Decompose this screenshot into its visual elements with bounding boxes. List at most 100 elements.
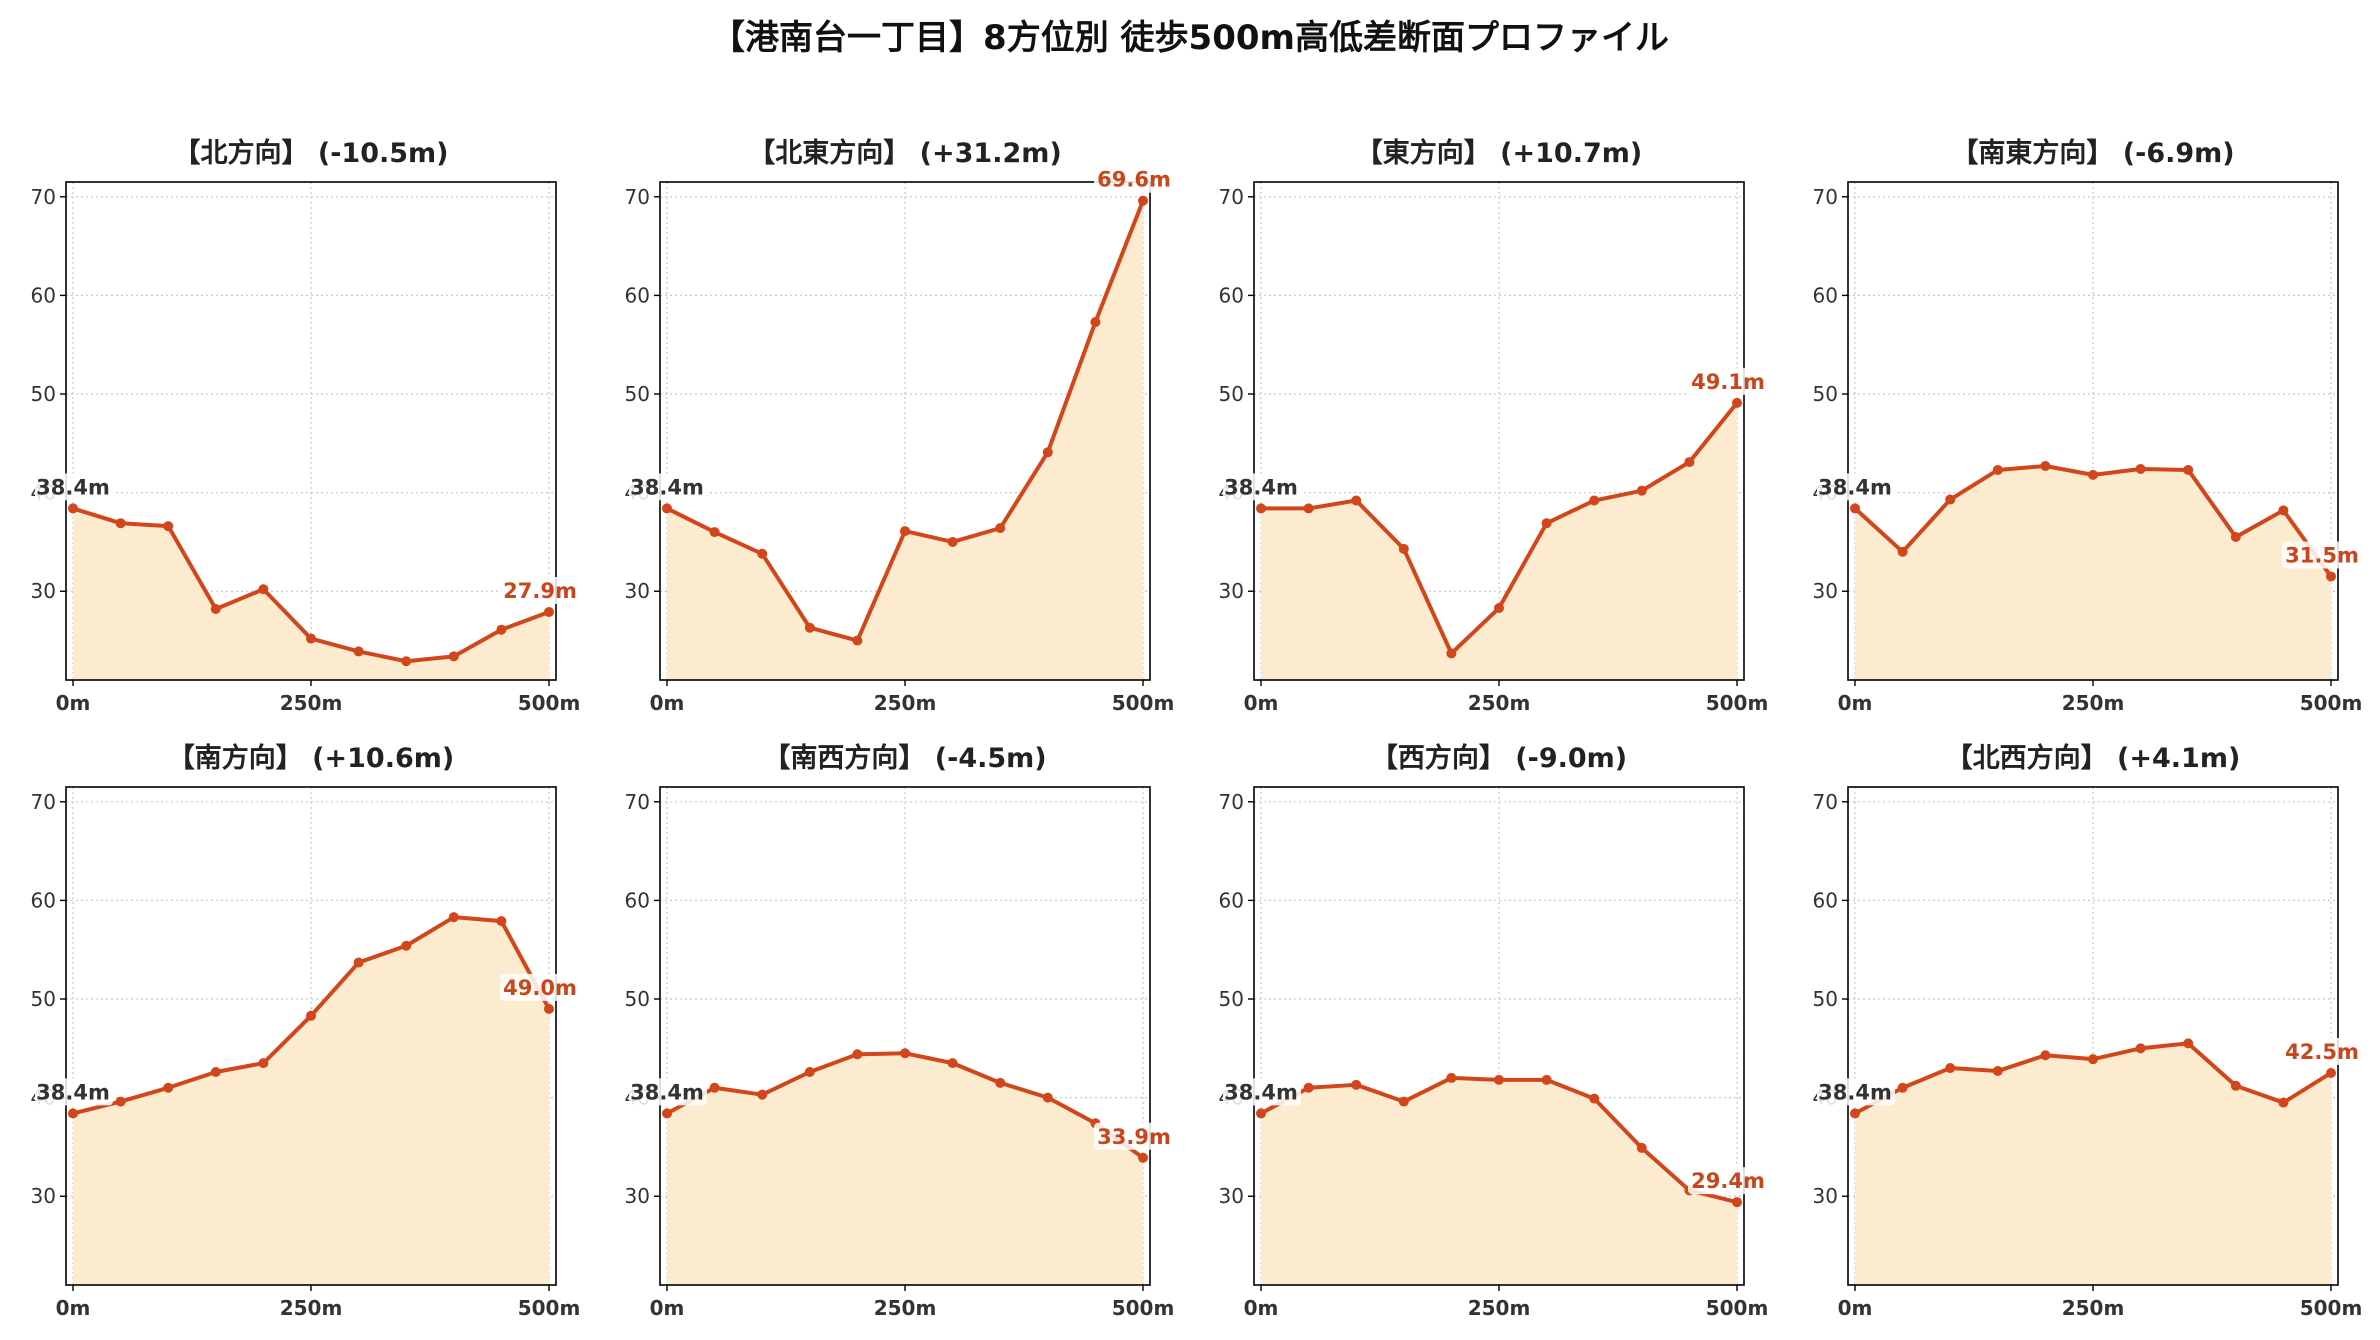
data-point xyxy=(1636,485,1647,496)
data-point xyxy=(2088,469,2098,480)
elevation-area xyxy=(1855,466,2331,680)
data-point xyxy=(995,1077,1006,1088)
data-point xyxy=(1398,1096,1409,1107)
y-tick-label: 60 xyxy=(1813,888,1838,912)
data-point xyxy=(496,624,507,635)
subplot-title: 【東方向】 (+10.7m) xyxy=(1356,137,1642,169)
y-tick-label: 50 xyxy=(1813,987,1838,1011)
y-tick-label: 30 xyxy=(1813,579,1838,603)
y-tick-label: 30 xyxy=(1813,1184,1838,1208)
subplot-3: 【南東方向】 (-6.9m)30405060700m250m500m38.4m3… xyxy=(1813,137,2363,715)
x-tick-label: 0m xyxy=(56,691,91,715)
start-label-bg xyxy=(1223,473,1301,501)
start-elevation-label: 38.4m xyxy=(1224,475,1298,499)
x-tick-label: 250m xyxy=(2062,1296,2125,1320)
data-point xyxy=(68,503,78,514)
start-label-bg xyxy=(1223,1078,1301,1106)
start-label-bg xyxy=(629,1078,707,1106)
y-tick-label: 60 xyxy=(625,283,650,307)
data-point xyxy=(401,940,412,951)
figure-title: 【港南台一丁目】8方位別 徒歩500m高低差断面プロファイル xyxy=(711,18,1669,58)
subplot-0: 【北方向】 (-10.5m)30405060700m250m500m38.4m2… xyxy=(31,137,581,715)
end-elevation-label: 27.9m xyxy=(503,579,577,603)
data-point xyxy=(1042,447,1053,458)
data-point xyxy=(2135,1043,2146,1054)
data-point xyxy=(258,584,269,595)
data-point xyxy=(1138,195,1148,206)
data-point xyxy=(804,1066,815,1077)
data-point xyxy=(1992,1066,2003,1077)
y-tick-label: 60 xyxy=(1219,283,1244,307)
data-point xyxy=(1351,1079,1362,1090)
x-tick-label: 0m xyxy=(1838,1296,1873,1320)
x-tick-label: 500m xyxy=(2300,691,2363,715)
data-point xyxy=(1541,1074,1552,1085)
data-point xyxy=(1303,1082,1314,1093)
data-point xyxy=(2183,1038,2194,1049)
data-point xyxy=(1850,1108,1860,1119)
data-point xyxy=(448,912,459,923)
data-point xyxy=(804,622,815,633)
x-tick-label: 500m xyxy=(1112,691,1175,715)
end-label-bg xyxy=(1094,165,1174,193)
data-point xyxy=(2183,464,2194,475)
data-point xyxy=(1541,518,1552,529)
y-tick-label: 70 xyxy=(1219,185,1244,209)
data-point xyxy=(2278,1097,2289,1108)
data-point xyxy=(1850,503,1860,514)
y-tick-label: 30 xyxy=(31,1184,56,1208)
x-tick-label: 500m xyxy=(518,1296,581,1320)
x-tick-label: 250m xyxy=(874,691,937,715)
subplot-7: 【北西方向】 (+4.1m)30405060700m250m500m38.4m4… xyxy=(1813,742,2363,1320)
y-tick-label: 70 xyxy=(625,185,650,209)
data-point xyxy=(757,1089,768,1100)
data-point xyxy=(115,518,126,529)
data-point xyxy=(1090,317,1101,328)
end-elevation-label: 49.0m xyxy=(503,976,577,1000)
x-tick-label: 250m xyxy=(280,1296,343,1320)
data-point xyxy=(995,523,1006,534)
start-elevation-label: 38.4m xyxy=(630,475,704,499)
data-point xyxy=(353,646,364,657)
elevation-area xyxy=(1261,402,1737,680)
data-point xyxy=(448,651,459,662)
data-point xyxy=(1446,648,1457,659)
data-point xyxy=(210,1066,221,1077)
end-label-bg xyxy=(1688,367,1768,395)
data-point xyxy=(757,548,768,559)
x-tick-label: 0m xyxy=(650,691,685,715)
elevation-area xyxy=(1855,1043,2331,1285)
data-point xyxy=(1636,1142,1647,1153)
end-label-bg xyxy=(2282,541,2362,569)
data-point xyxy=(1138,1152,1148,1163)
subplot-title: 【北方向】 (-10.5m) xyxy=(173,137,448,169)
data-point xyxy=(1256,1108,1266,1119)
y-tick-label: 70 xyxy=(625,790,650,814)
start-elevation-label: 38.4m xyxy=(36,1080,110,1104)
start-elevation-label: 38.4m xyxy=(36,475,110,499)
y-tick-label: 30 xyxy=(625,579,650,603)
y-tick-label: 60 xyxy=(625,888,650,912)
data-point xyxy=(1494,603,1504,614)
data-point xyxy=(1945,494,1956,505)
data-point xyxy=(900,526,910,537)
subplot-title: 【西方向】 (-9.0m) xyxy=(1371,742,1627,774)
data-point xyxy=(2230,1080,2241,1091)
subplot-5: 【南西方向】 (-4.5m)30405060700m250m500m38.4m3… xyxy=(625,742,1175,1320)
data-point xyxy=(900,1048,910,1059)
x-tick-label: 0m xyxy=(650,1296,685,1320)
data-point xyxy=(2135,463,2146,474)
x-tick-label: 0m xyxy=(1244,691,1279,715)
end-elevation-label: 69.6m xyxy=(1097,168,1171,192)
y-tick-label: 50 xyxy=(1813,382,1838,406)
x-tick-label: 500m xyxy=(518,691,581,715)
data-point xyxy=(852,1049,863,1060)
subplot-title: 【南東方向】 (-6.9m) xyxy=(1951,137,2234,169)
y-tick-label: 50 xyxy=(31,382,56,406)
data-point xyxy=(2326,571,2336,582)
data-point xyxy=(662,503,672,514)
x-tick-label: 500m xyxy=(1706,1296,1769,1320)
x-tick-label: 0m xyxy=(1244,1296,1279,1320)
y-tick-label: 50 xyxy=(31,987,56,1011)
